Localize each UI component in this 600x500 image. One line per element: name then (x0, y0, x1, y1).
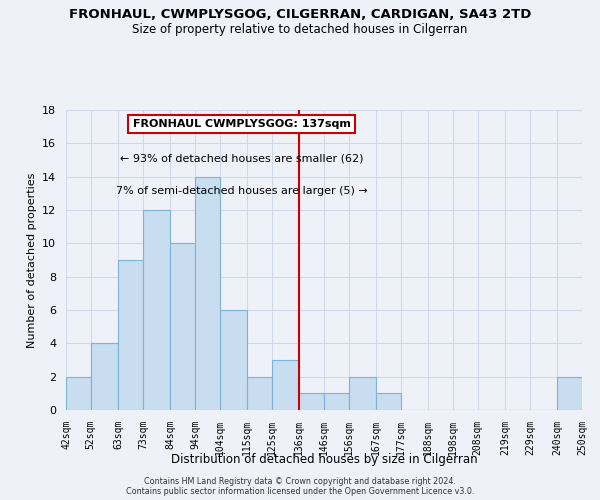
Bar (324, 394, 349, 410)
Bar (91, 344, 118, 410)
Bar (195, 176, 220, 410)
Bar (66, 376, 91, 410)
Text: Contains public sector information licensed under the Open Government Licence v3: Contains public sector information licen… (126, 488, 474, 496)
Text: FRONHAUL CWMPLYSGOG: 137sqm: FRONHAUL CWMPLYSGOG: 137sqm (133, 119, 350, 129)
Bar (299, 394, 324, 410)
Bar (118, 260, 143, 410)
Text: 7% of semi-detached houses are larger (5) →: 7% of semi-detached houses are larger (5… (116, 186, 367, 196)
Bar (376, 394, 401, 410)
Bar (170, 244, 195, 410)
Bar (220, 310, 247, 410)
Text: Size of property relative to detached houses in Cilgerran: Size of property relative to detached ho… (133, 22, 467, 36)
Text: FRONHAUL, CWMPLYSGOG, CILGERRAN, CARDIGAN, SA43 2TD: FRONHAUL, CWMPLYSGOG, CILGERRAN, CARDIGA… (69, 8, 531, 20)
Text: Distribution of detached houses by size in Cilgerran: Distribution of detached houses by size … (170, 452, 478, 466)
Bar (349, 376, 376, 410)
Bar (272, 360, 299, 410)
Text: Contains HM Land Registry data © Crown copyright and database right 2024.: Contains HM Land Registry data © Crown c… (144, 478, 456, 486)
Y-axis label: Number of detached properties: Number of detached properties (26, 172, 37, 348)
Bar (247, 376, 272, 410)
Bar (143, 210, 170, 410)
Text: ← 93% of detached houses are smaller (62): ← 93% of detached houses are smaller (62… (119, 154, 363, 164)
Bar (557, 376, 582, 410)
